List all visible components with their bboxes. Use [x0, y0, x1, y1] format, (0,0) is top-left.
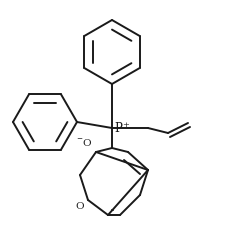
Text: $\mathregular{P^{+}}$: $\mathregular{P^{+}}$ — [113, 122, 129, 136]
Text: $^{-}$O: $^{-}$O — [75, 137, 92, 148]
Text: O: O — [75, 202, 84, 211]
